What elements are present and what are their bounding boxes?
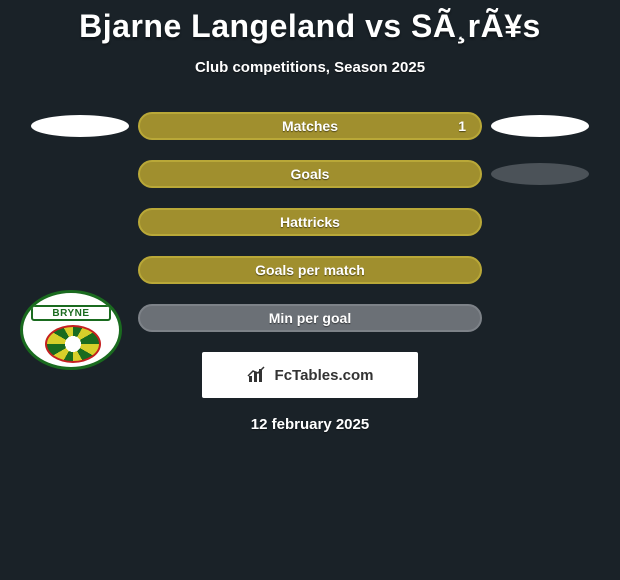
stat-label: Hattricks <box>140 214 480 230</box>
left-oval-icon <box>31 115 129 137</box>
stat-bar: Goals per match <box>138 256 482 284</box>
footer-date: 12 february 2025 <box>0 416 620 433</box>
brand-box: FcTables.com <box>202 352 418 398</box>
stat-row: Goals per match <box>0 256 620 284</box>
badge-outer-ring: BRYNE <box>20 290 122 370</box>
right-oval-icon <box>491 163 589 185</box>
left-value-cell <box>22 115 138 137</box>
brand-text: FcTables.com <box>275 367 374 384</box>
stat-label: Matches <box>140 118 480 134</box>
right-value-cell <box>482 115 598 137</box>
badge-ball-icon <box>45 325 101 363</box>
stat-row: Matches1 <box>0 112 620 140</box>
comparison-panel: BRYNE Matches1 Goals Hattricks Goals per ma… <box>0 112 620 433</box>
right-value-cell <box>482 163 598 185</box>
badge-label: BRYNE <box>31 305 111 321</box>
stat-bar: Matches1 <box>138 112 482 140</box>
left-team-badge: BRYNE <box>20 290 122 370</box>
stat-label: Goals per match <box>140 262 480 278</box>
stat-bar: Goals <box>138 160 482 188</box>
stat-right-value: 1 <box>458 118 466 134</box>
chart-icon <box>247 366 269 384</box>
stat-bar: Min per goal <box>138 304 482 332</box>
page-subtitle: Club competitions, Season 2025 <box>0 59 620 76</box>
page-title: Bjarne Langeland vs SÃ¸rÃ¥s <box>0 0 620 45</box>
stat-row: Goals <box>0 160 620 188</box>
stat-label: Goals <box>140 166 480 182</box>
stat-label: Min per goal <box>140 310 480 326</box>
right-oval-icon <box>491 115 589 137</box>
stat-row: Hattricks <box>0 208 620 236</box>
stat-bar: Hattricks <box>138 208 482 236</box>
